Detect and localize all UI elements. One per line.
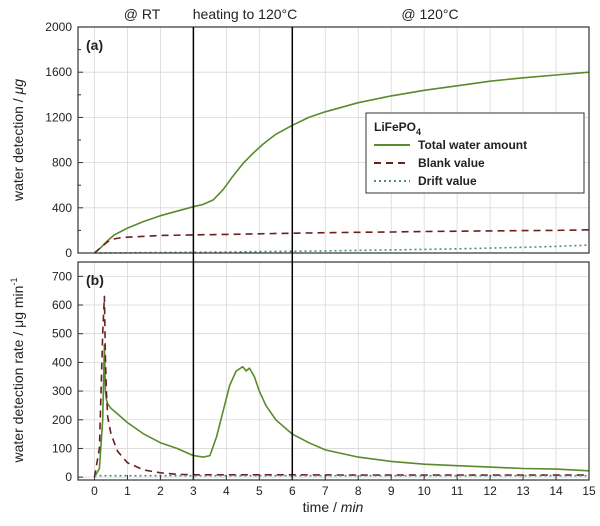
x-axis-label-unit: min	[341, 499, 364, 515]
phase-label-rt: @ RT	[124, 6, 161, 22]
x-tick-label: 1	[124, 484, 131, 498]
y-tick-label: 200	[52, 413, 72, 427]
series-b	[93, 295, 590, 478]
panel-a: 0 400 800 1200 1600 2000 (a) water detection …	[10, 20, 590, 260]
legend-entry-blank: Blank value	[418, 156, 485, 170]
y-tick-label: 2000	[45, 20, 72, 34]
y-ticks-a: 0 400 800 1200 1600 2000	[45, 20, 83, 260]
y-tick-label: 1600	[45, 65, 72, 79]
legend-box	[365, 112, 585, 194]
x-tick-label: 6	[289, 484, 296, 498]
series-line-total	[93, 344, 590, 478]
x-axis-label-text: time /	[303, 499, 341, 515]
x-tick-label: 11	[451, 484, 464, 498]
y-ticks-b: 0 100 200 300 400 500 600 700	[52, 269, 83, 484]
phase-dividers	[192, 27, 294, 480]
x-tick-label: 13	[516, 484, 530, 498]
y-axis-label-a-text: water detection /	[10, 94, 26, 202]
panel-b-label: (b)	[86, 272, 104, 288]
series-line-blank	[93, 295, 589, 478]
y-tick-label: 300	[52, 384, 72, 398]
y-axis-label-b-unit: μg min	[10, 286, 26, 328]
x-tick-label: 8	[355, 484, 362, 498]
legend-title: LiFePO4	[374, 120, 421, 137]
x-tick-label: 9	[388, 484, 395, 498]
y-tick-label: 800	[52, 156, 72, 170]
x-tick-label: 10	[417, 484, 431, 498]
y-tick-label: 0	[65, 246, 72, 260]
x-tick-label: 7	[322, 484, 329, 498]
y-tick-label: 100	[52, 441, 72, 455]
panel-b-frame	[77, 261, 590, 481]
y-tick-label: 600	[52, 298, 72, 312]
phase-label-heating: heating to 120°C	[193, 6, 297, 22]
panel-a-label: (a)	[86, 37, 103, 53]
legend-entry-total: Total water amount	[418, 138, 527, 152]
x-tick-label: 2	[157, 484, 164, 498]
panel-a-frame	[77, 26, 590, 254]
y-axis-label-b-exponent: -1	[9, 278, 19, 286]
legend-title-text: LiFePO	[374, 120, 416, 134]
phase-label-120c: @ 120°C	[401, 6, 458, 22]
legend-entry-drift: Drift value	[418, 174, 477, 188]
y-tick-label: 0	[65, 470, 72, 484]
x-tick-label: 0	[91, 484, 98, 498]
x-tick-label: 12	[483, 484, 497, 498]
y-tick-label: 1200	[45, 110, 72, 124]
y-axis-label-a-unit: μg	[10, 79, 26, 96]
x-tick-label: 14	[549, 484, 563, 498]
y-tick-label: 700	[52, 269, 72, 283]
y-axis-label-a: water detection / μg	[10, 79, 26, 202]
y-axis-label-b: water detection rate / μg min-1	[9, 278, 26, 464]
x-tick-label: 4	[223, 484, 230, 498]
series-line-blank	[93, 229, 590, 254]
y-tick-label: 400	[52, 355, 72, 369]
y-axis-label-b-text: water detection rate /	[10, 328, 26, 464]
legend-title-subscript: 4	[416, 127, 421, 137]
y-tick-label: 500	[52, 327, 72, 341]
series-line-total	[93, 71, 590, 254]
x-tick-label: 3	[190, 484, 197, 498]
x-tick-label: 5	[256, 484, 263, 498]
series-line-drift	[94, 244, 590, 254]
x-tick-label: 15	[582, 484, 596, 498]
y-tick-label: 400	[52, 201, 72, 215]
legend: LiFePO4 Total water amount Blank value D…	[365, 112, 585, 194]
series-a	[93, 71, 590, 254]
panel-b: 0 100 200 300 400 500 600 700 (b) water detecti…	[9, 261, 590, 484]
x-ticks: 0 1 2 3 4 5 6 7 8 9 10 11 12 13 14 15	[91, 475, 596, 498]
grid-b	[78, 262, 590, 480]
x-axis-label: time / min	[303, 499, 364, 515]
